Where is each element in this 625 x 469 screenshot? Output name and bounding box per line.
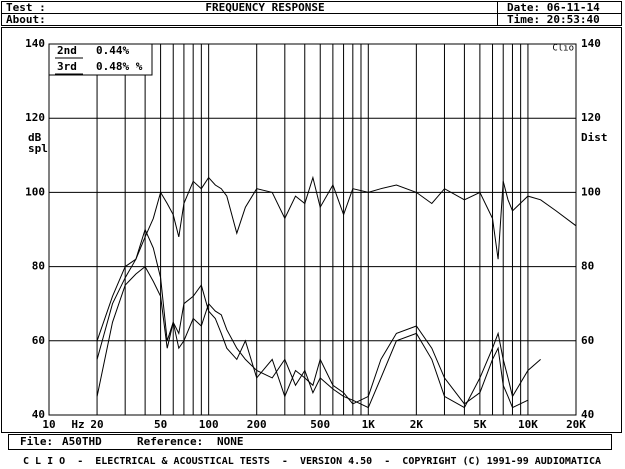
legend-value: 0.48% %: [96, 60, 143, 73]
about-label: About:: [6, 13, 46, 26]
title: FREQUENCY RESPONSE: [205, 1, 324, 14]
legend-value: 0.44%: [96, 44, 129, 57]
y2-tick-label: 140: [581, 37, 601, 50]
plot-frame: [48, 43, 577, 416]
y-tick-label: 120: [25, 111, 45, 124]
chart-box: [1, 27, 622, 433]
x-tick-label: 20K: [566, 418, 586, 431]
y2-tick-label: 100: [581, 185, 601, 198]
file-name: A50THD: [62, 435, 102, 448]
x-tick-label: 10: [42, 418, 55, 431]
y2-tick-label: 40: [581, 408, 594, 421]
reference-label: Reference:: [137, 435, 203, 448]
y-tick-label: 40: [32, 408, 45, 421]
series-line: [96, 175, 576, 360]
x-unit: Hz: [71, 418, 84, 431]
x-tick-label: 1K: [362, 418, 376, 431]
y2-tick-label: 80: [581, 260, 594, 273]
series-line: [96, 265, 541, 409]
x-tick-label: 10K: [518, 418, 538, 431]
y-tick-label: 80: [32, 260, 45, 273]
y2-label: Dist: [581, 131, 608, 144]
reference: NONE: [217, 435, 244, 448]
y2-tick-label: 120: [581, 111, 601, 124]
time: Time: 20:53:40: [507, 13, 600, 26]
legend-name: 2nd: [57, 44, 77, 57]
y-tick-label: 100: [25, 185, 45, 198]
test-label: Test :: [6, 1, 46, 14]
y-label: spl: [28, 142, 48, 155]
series-line: [96, 228, 529, 409]
legend-box: [48, 43, 153, 76]
x-tick-label: 5K: [473, 418, 487, 431]
y2-tick-label: 60: [581, 334, 594, 347]
corner-label: Clio: [552, 44, 574, 54]
x-tick-label: 500: [310, 418, 330, 431]
x-tick-label: 100: [199, 418, 219, 431]
file-label: File:: [20, 435, 53, 448]
x-tick-label: 200: [247, 418, 267, 431]
x-tick-label: 20: [90, 418, 103, 431]
legend-name: 3rd: [57, 60, 77, 73]
banner: C L I O - ELECTRICAL & ACOUSTICAL TESTS …: [23, 456, 601, 467]
y-label: dB: [28, 131, 42, 144]
x-tick-label: 2K: [410, 418, 424, 431]
footer-box: [8, 434, 612, 450]
y-tick-label: 60: [32, 334, 45, 347]
x-tick-label: 50: [154, 418, 167, 431]
date: Date: 06-11-14: [507, 1, 600, 14]
y-tick-label: 140: [25, 37, 45, 50]
plot-area: [96, 175, 576, 409]
